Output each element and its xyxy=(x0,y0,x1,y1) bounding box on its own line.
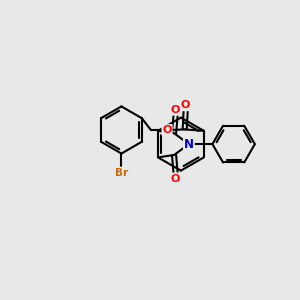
Text: O: O xyxy=(171,105,180,115)
Text: O: O xyxy=(162,125,172,135)
Text: N: N xyxy=(184,138,194,151)
Text: Br: Br xyxy=(115,168,128,178)
Text: O: O xyxy=(181,100,190,110)
Text: O: O xyxy=(171,174,180,184)
